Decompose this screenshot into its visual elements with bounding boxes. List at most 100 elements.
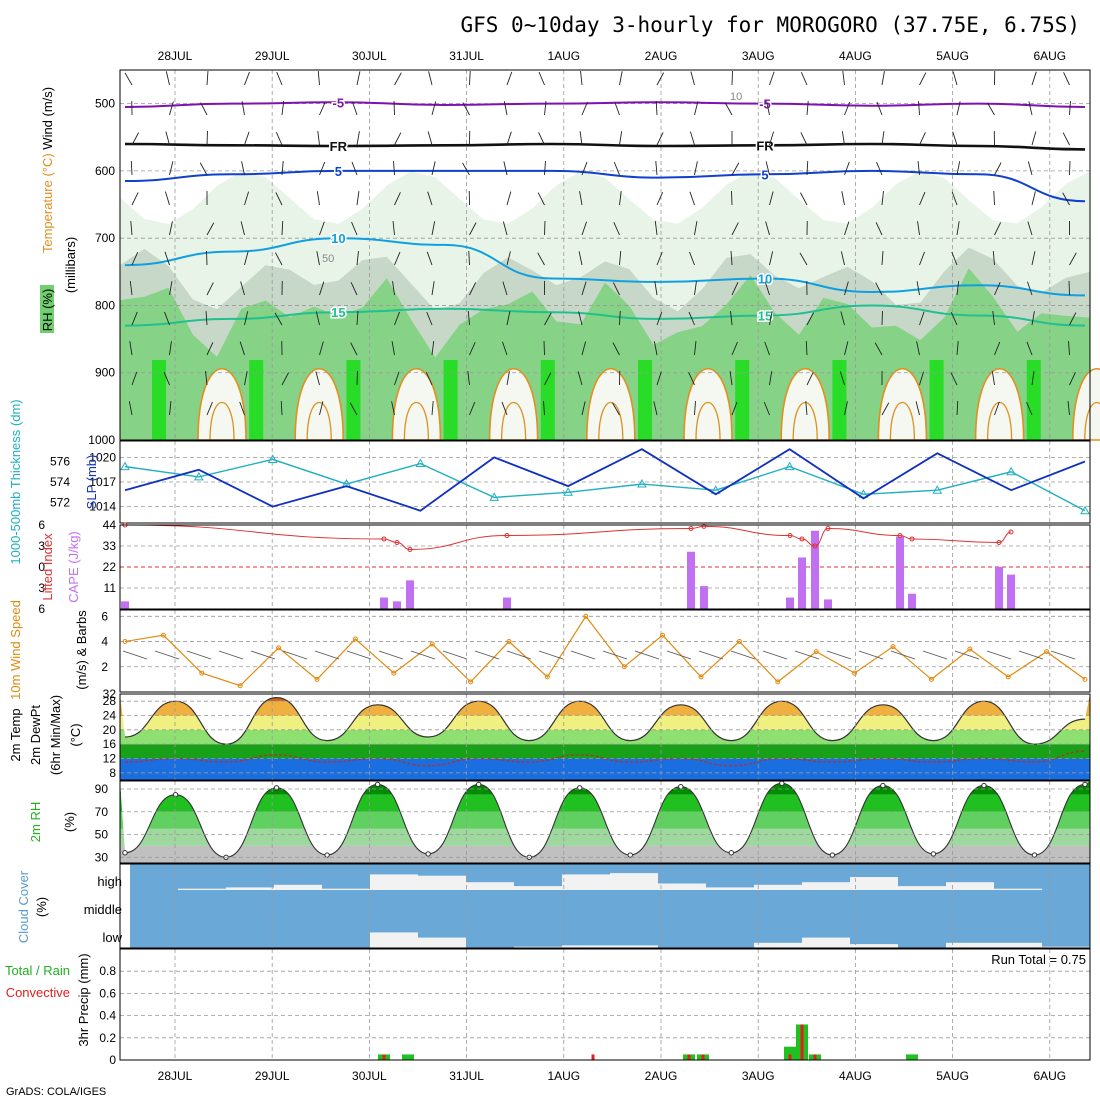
- wind10m-barb: [506, 650, 532, 660]
- upper-wind-barb: [124, 72, 133, 86]
- cape-bar: [824, 599, 832, 609]
- upper-wind-barb: [544, 101, 547, 116]
- cape-bar: [798, 557, 806, 609]
- upper-wind-barb: [1028, 101, 1033, 116]
- upper-wind-barb: [612, 402, 620, 416]
- upper-wind-barb: [875, 222, 883, 236]
- temp2m-tick-label: 24: [103, 709, 117, 723]
- high-cloud-bar: [370, 874, 418, 890]
- run-total-label: Run Total = 0.75: [991, 952, 1086, 967]
- upper-wind-barb: [950, 312, 958, 326]
- upper-wind-barb: [1031, 311, 1035, 326]
- upper-wind-barb: [765, 161, 770, 176]
- high-cloud-bar: [322, 888, 370, 890]
- precip-axis-label-part: 3hr Precip (mm): [76, 953, 91, 1046]
- thickness-point: [1006, 466, 1017, 476]
- upper-wind-barb: [656, 371, 662, 386]
- date-tick-label: 2AUG: [645, 49, 678, 63]
- wind10m-barb: [378, 650, 404, 660]
- high-cloud-bar: [226, 887, 274, 890]
- upper-wind-barb: [392, 281, 395, 296]
- temperature-color-band: [120, 744, 1090, 759]
- upper-wind-barb: [431, 221, 436, 236]
- upper-wind-barb: [281, 220, 284, 236]
- wind10m-point: [352, 636, 358, 642]
- upper-wind-barb: [240, 221, 245, 236]
- upper-wind-barb: [315, 311, 320, 326]
- upper-wind-barb: [1063, 72, 1070, 86]
- high-cloud-bar: [898, 886, 946, 890]
- hot-plume-contour: [306, 401, 332, 441]
- temp2m-tick-label: 20: [103, 723, 117, 737]
- cape-bar: [700, 586, 708, 609]
- upper-wind-barb: [164, 251, 170, 266]
- hot-plume-contour: [598, 401, 624, 441]
- temp2m-tick-label: 12: [103, 752, 117, 766]
- upper-wind-barb: [577, 371, 583, 386]
- warm-plume-contour: [585, 367, 636, 441]
- rh-saturated-patch: [929, 360, 944, 440]
- wind10m-barb: [986, 650, 1012, 660]
- upper-wind-barb: [274, 312, 283, 326]
- high-cloud-bar: [706, 887, 754, 890]
- precip-total-bar: [906, 1054, 918, 1060]
- upper-wind-barb: [694, 221, 698, 236]
- temp2m-tick-label: 32: [103, 687, 117, 701]
- upper-wind-barb: [614, 101, 620, 116]
- upper-wind-barb: [731, 222, 739, 236]
- upper-wind-barb: [876, 101, 883, 116]
- contour-label: 15: [331, 305, 345, 320]
- upper-wind-barb: [163, 371, 170, 386]
- upper-wind-barb: [469, 222, 477, 236]
- upper-wind-barb: [689, 131, 695, 146]
- upper-wind-barb: [874, 342, 883, 356]
- upper-wind-barb: [581, 221, 587, 236]
- wind10m-barb: [634, 650, 660, 660]
- wind10m-barb: [538, 650, 564, 660]
- high-cloud-bar: [178, 888, 226, 890]
- upper-wind-barb: [800, 72, 808, 86]
- upper-air-frame: [119, 69, 1091, 441]
- wind10m-barb: [1018, 650, 1044, 660]
- rh2m-point: [425, 851, 431, 857]
- upper-wind-barb: [169, 401, 172, 416]
- date-tick-label: 5AUG: [936, 1069, 969, 1083]
- wind10m-barb: [698, 650, 724, 660]
- upper-wind-barb: [881, 131, 885, 146]
- cape-bar: [503, 597, 511, 609]
- rh2m-point: [374, 781, 381, 788]
- thickness-point: [637, 479, 647, 488]
- lifted-index-point: [799, 536, 805, 542]
- cape-bar: [687, 551, 695, 609]
- upper-wind-barb: [319, 401, 324, 416]
- upper-wind-barb: [881, 402, 890, 416]
- cape-frame: [119, 524, 1091, 610]
- thickness-point: [489, 492, 500, 501]
- wind10m-point: [660, 632, 666, 638]
- upper-wind-barb: [919, 72, 927, 86]
- rh-saturated-patch: [152, 360, 166, 440]
- precip-tick-label: 0: [109, 1053, 116, 1067]
- upper-wind-barb: [613, 222, 620, 236]
- cloud-frame: [119, 863, 1091, 949]
- upper-wind-barb: [317, 71, 320, 86]
- upper-wind-barb: [275, 252, 283, 266]
- wind10m-point: [122, 639, 128, 645]
- minmax-axis-label-part: (6hr Min/Max): [48, 695, 63, 775]
- lifted-index-point: [688, 526, 694, 531]
- lifted-index-point: [407, 547, 413, 552]
- rh2m-point: [577, 785, 583, 791]
- wind10m-point: [544, 674, 550, 680]
- upper-wind-barb: [991, 371, 995, 386]
- cape-bar: [406, 580, 414, 609]
- wind10m-point: [852, 670, 858, 676]
- upper-wind-barb: [506, 251, 511, 266]
- upper-wind-barb: [806, 160, 809, 176]
- upper-wind-barb: [765, 221, 770, 236]
- cape-bar: [811, 530, 819, 609]
- precip-tick-label: 0.8: [99, 964, 116, 978]
- thickness-tick-label: 572: [50, 496, 70, 510]
- upper-wind-barb: [356, 311, 359, 326]
- low-cloud-bar: [610, 945, 658, 948]
- date-tick-label: 31JUL: [449, 1069, 484, 1083]
